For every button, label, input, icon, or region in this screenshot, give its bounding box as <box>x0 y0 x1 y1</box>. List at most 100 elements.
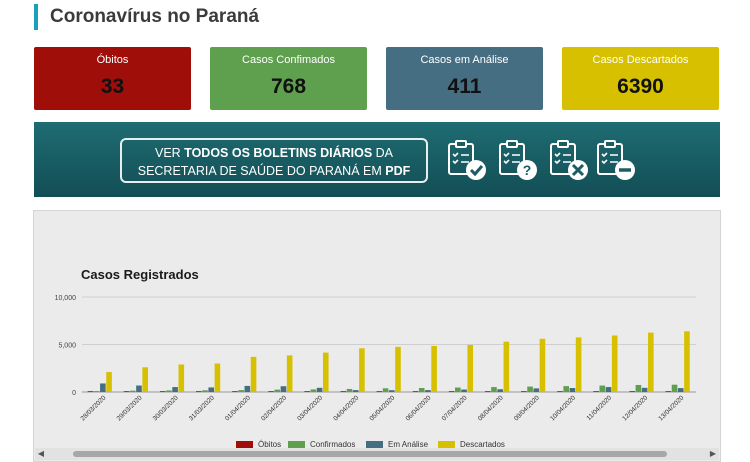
bar-emanlise <box>244 385 251 392</box>
bar-emanlise <box>569 388 576 392</box>
card-confirmados: Casos Confimados 768 <box>210 47 367 110</box>
chart-title: Casos Registrados <box>81 267 199 282</box>
bar-confirmados <box>93 391 100 392</box>
banner-line-1: VER TODOS OS BOLETINS DIÁRIOS DA <box>154 146 393 160</box>
bar-descartados <box>250 356 257 392</box>
x-tick-label: 03/04/2020 <box>296 394 324 422</box>
bar-bitos <box>376 391 383 392</box>
bar-bitos <box>412 391 419 392</box>
bar-confirmados <box>129 390 136 392</box>
card-value: 33 <box>100 75 125 98</box>
bar-bitos <box>484 391 491 392</box>
bar-descartados <box>611 335 618 392</box>
bar-descartados <box>539 338 546 392</box>
bar-descartados <box>286 355 293 392</box>
bar-bitos <box>196 391 202 392</box>
chart-plot: 0 5,000 10,000 28/03/2020 29/03/2020 30/03/20… <box>55 295 696 449</box>
svg-text:?: ? <box>523 162 532 178</box>
bar-emanlise <box>280 386 287 392</box>
y-tick-label: 10,000 <box>55 295 77 302</box>
x-tick-label: 29/03/2020 <box>116 394 144 422</box>
x-tick-label: 11/04/2020 <box>585 394 613 422</box>
bar-descartados <box>106 372 112 392</box>
bar-descartados <box>322 352 329 392</box>
bar-confirmados <box>599 385 606 392</box>
bar-confirmados <box>418 388 425 392</box>
bar-descartados <box>648 332 654 392</box>
bar-emanlise <box>461 389 467 392</box>
bar-confirmados <box>274 389 281 392</box>
card-value: 768 <box>270 75 307 98</box>
card-obitos: Óbitos 33 <box>34 47 191 110</box>
chart-scrollbar[interactable]: ◀ ▶ <box>35 448 719 460</box>
checklist-check-icon <box>448 140 486 180</box>
page-title: Coronavírus no Paraná <box>34 4 259 30</box>
scroll-right-icon[interactable]: ▶ <box>709 449 717 458</box>
bar-confirmados <box>382 388 389 392</box>
bar-confirmados <box>202 390 208 392</box>
bar-emanlise <box>605 387 612 392</box>
bar-confirmados <box>166 390 172 392</box>
bar-emanlise <box>136 385 142 392</box>
legend-swatch <box>438 441 455 448</box>
scroll-left-icon[interactable]: ◀ <box>37 449 45 458</box>
bar-descartados <box>359 348 365 392</box>
bar-confirmados <box>491 387 497 392</box>
bar-descartados <box>178 364 185 392</box>
bar-emanlise <box>533 388 540 392</box>
x-tick-label: 12/04/2020 <box>621 394 649 422</box>
bar-confirmados <box>238 390 244 392</box>
bar-emanlise <box>316 387 323 392</box>
bar-descartados <box>684 331 690 392</box>
bar-bitos <box>665 391 672 392</box>
checklist-cancel-icon <box>550 140 588 180</box>
bar-emanlise <box>172 387 178 392</box>
legend-label: Óbitos <box>258 440 281 449</box>
x-tick-label: 28/03/2020 <box>80 394 108 422</box>
card-value: 411 <box>447 75 482 98</box>
y-tick-label: 5,000 <box>58 343 76 350</box>
card-em-analise: Casos em Análise 411 <box>386 47 543 110</box>
bar-emanlise <box>100 383 106 392</box>
x-tick-label: 30/03/2020 <box>152 394 180 422</box>
bar-bitos <box>593 391 599 392</box>
card-label: Casos Confimados <box>242 54 335 66</box>
bar-bitos <box>232 391 238 392</box>
x-tick-label: 10/04/2020 <box>549 394 577 422</box>
boletins-link[interactable]: VER TODOS OS BOLETINS DIÁRIOS DA SECRETA… <box>120 138 428 183</box>
boletins-banner: VER TODOS OS BOLETINS DIÁRIOS DA SECRETA… <box>34 122 720 197</box>
card-label: Casos em Análise <box>420 54 509 66</box>
bar-confirmados <box>310 389 317 392</box>
bar-confirmados <box>455 387 461 392</box>
bar-emanlise <box>677 388 684 392</box>
legend-swatch <box>366 441 383 448</box>
x-tick-label: 13/04/2020 <box>657 394 685 422</box>
bar-emanlise <box>389 390 395 392</box>
x-tick-label: 01/04/2020 <box>224 394 252 422</box>
card-label: Óbitos <box>96 54 129 66</box>
bar-bitos <box>304 391 310 392</box>
x-tick-label: 02/04/2020 <box>260 394 288 422</box>
bar-descartados <box>395 346 401 392</box>
bar-emanlise <box>497 389 503 392</box>
bar-bitos <box>629 391 636 392</box>
bar-bitos <box>268 391 274 392</box>
cases-chart: Casos Registrados 0 5,000 10,000 28/03/2020… <box>33 210 721 462</box>
bar-bitos <box>521 391 527 392</box>
bar-descartados <box>503 341 510 392</box>
legend-swatch <box>236 441 253 448</box>
checklist-question-icon: ? <box>499 140 537 180</box>
x-tick-label: 06/04/2020 <box>405 394 433 422</box>
bar-confirmados <box>671 384 678 392</box>
x-tick-label: 07/04/2020 <box>441 394 469 422</box>
bar-bitos <box>123 391 130 392</box>
card-value: 6390 <box>617 75 664 98</box>
bar-confirmados <box>346 388 353 392</box>
legend-label: Confirmados <box>310 440 355 449</box>
x-tick-label: 08/04/2020 <box>477 394 505 422</box>
bar-bitos <box>87 391 94 392</box>
card-descartados: Casos Descartados 6390 <box>562 47 719 110</box>
legend-label: Descartados <box>460 440 505 449</box>
scroll-thumb[interactable] <box>73 451 667 457</box>
banner-line-2: SECRETARIA DE SAÚDE DO PARANÁ EM PDF <box>137 164 411 178</box>
